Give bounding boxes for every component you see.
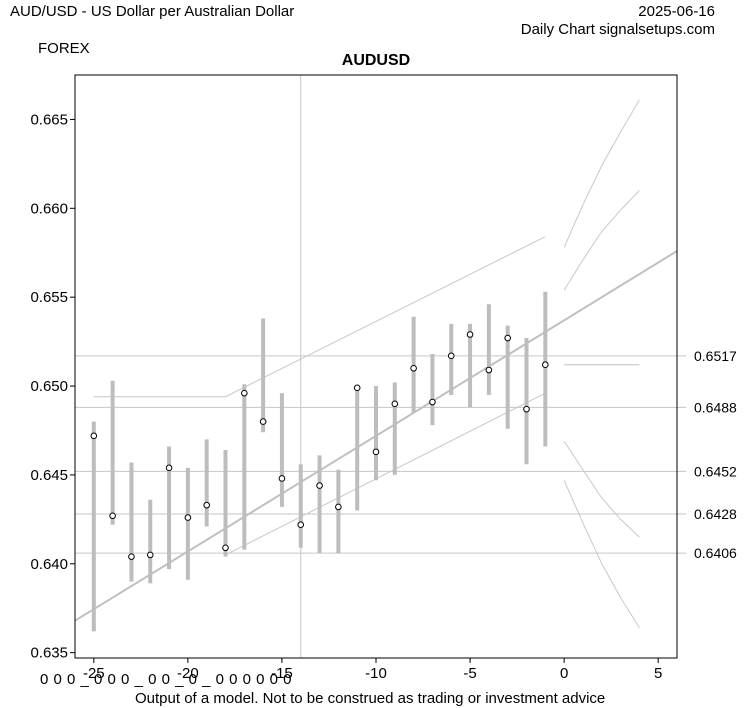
footer-codes: 0 0 0 _ 0 0 0 _ 0 0 _ 0 _ 0 0 0 0 0 0 <box>40 671 293 688</box>
y-axis-label: 0.645 <box>30 467 68 484</box>
close-point <box>128 553 135 560</box>
plot-frame <box>74 74 678 659</box>
upper-channel-line <box>93 236 546 398</box>
x-axis-label: 0 <box>560 665 568 682</box>
x-axis-label: -20 <box>177 665 199 682</box>
forecast-band-line <box>563 440 640 538</box>
chart-title: AUDUSD <box>342 52 410 69</box>
close-point <box>165 464 173 472</box>
right-level-label: 0.6428 <box>694 506 737 522</box>
chart-source: Daily Chart signalsetups.com <box>520 21 715 38</box>
lower-channel-line <box>225 392 546 556</box>
close-point <box>410 364 417 372</box>
close-point <box>146 551 154 559</box>
close-point <box>259 418 267 425</box>
forecast-band-line <box>563 99 640 248</box>
close-point <box>391 400 399 408</box>
forecast-band-line <box>563 480 640 629</box>
x-axis-label: 5 <box>654 665 662 682</box>
chart-category: FOREX <box>38 40 90 57</box>
close-point <box>504 334 511 342</box>
y-axis-label: 0.655 <box>30 289 68 306</box>
close-point <box>316 482 323 489</box>
right-level-label: 0.6452 <box>694 463 737 479</box>
close-point <box>222 544 229 552</box>
close-point <box>203 501 210 509</box>
right-level-label: 0.6406 <box>694 545 737 561</box>
close-point <box>353 384 361 392</box>
x-axis-label: -10 <box>365 665 387 682</box>
close-point <box>297 521 305 528</box>
close-point <box>109 512 116 520</box>
y-axis-label: 0.650 <box>30 378 68 395</box>
close-point <box>241 389 248 397</box>
close-point <box>447 352 455 360</box>
close-point <box>335 503 342 511</box>
close-point <box>372 448 380 456</box>
chart-description: AUD/USD - US Dollar per Australian Dolla… <box>10 3 295 20</box>
y-axis-label: 0.635 <box>30 645 68 662</box>
close-point <box>184 514 192 521</box>
right-level-label: 0.6517 <box>694 348 737 364</box>
y-axis-label: 0.640 <box>30 556 68 573</box>
close-point <box>485 366 493 374</box>
chart-date: 2025-06-16 <box>638 3 715 20</box>
footer-disclaimer: Output of a model. Not to be construed a… <box>135 690 606 707</box>
close-point <box>466 331 474 338</box>
close-point <box>523 405 530 413</box>
close-point <box>429 398 436 406</box>
x-axis-label: -15 <box>271 665 293 682</box>
x-axis-label: -25 <box>83 665 105 682</box>
forecast-band-line <box>563 190 640 291</box>
close-point <box>542 361 549 369</box>
close-point <box>90 432 98 440</box>
right-level-label: 0.6488 <box>694 399 737 415</box>
close-point <box>278 475 286 482</box>
x-axis-label: -5 <box>463 665 476 682</box>
y-axis-label: 0.665 <box>30 111 68 128</box>
y-axis-label: 0.660 <box>30 200 68 217</box>
